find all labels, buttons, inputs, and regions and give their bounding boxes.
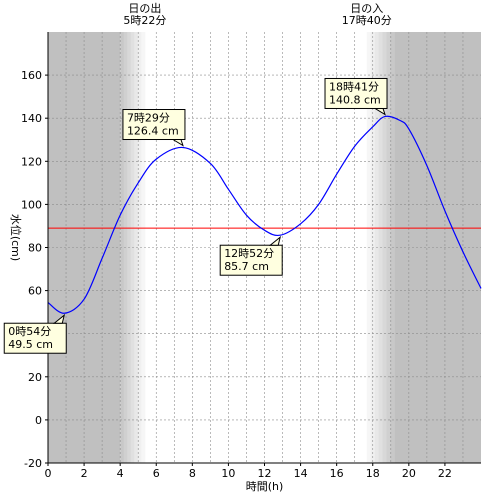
y-axis-title: 水位(cm) — [9, 214, 23, 261]
y-tick-label: 100 — [21, 198, 42, 211]
x-axis-title: 時間(h) — [246, 480, 284, 493]
x-tick-label: 20 — [402, 467, 416, 480]
callout-pointer — [171, 139, 184, 147]
sun-event-time: 5時22分 — [123, 14, 166, 27]
x-tick-label: 8 — [189, 467, 196, 480]
callout-pointer — [268, 235, 282, 246]
callout-value: 126.4 cm — [127, 125, 179, 138]
callout-box — [122, 109, 186, 141]
x-tick-label: 10 — [221, 467, 235, 480]
callout-pointer — [373, 107, 386, 116]
x-tick-label: 0 — [45, 467, 52, 480]
callout-value: 49.5 cm — [8, 338, 53, 351]
x-tick-label: 12 — [258, 467, 272, 480]
tick-labels: 0246810121416182022-20020406080100120140… — [21, 69, 452, 480]
y-tick-label: 0 — [35, 414, 42, 427]
y-tick-label: 160 — [21, 69, 42, 82]
x-tick-label: 22 — [438, 467, 452, 480]
callout-value: 140.8 cm — [329, 93, 381, 106]
twilight-band-morning — [137, 32, 142, 463]
tide-curve — [47, 115, 482, 314]
callout-box — [324, 77, 388, 109]
callout-time: 12時52分 — [224, 247, 274, 260]
y-tick-label: 20 — [28, 371, 42, 384]
sun-event-time: 17時40分 — [342, 14, 392, 27]
callout-box — [3, 322, 67, 354]
y-tick-label: 140 — [21, 112, 42, 125]
y-tick-label: -20 — [24, 457, 42, 470]
x-tick-label: 18 — [366, 467, 380, 480]
sun-event-label: 日の入 — [350, 2, 383, 15]
y-tick-label: 60 — [28, 285, 42, 298]
x-tick-label: 2 — [81, 467, 88, 480]
callout-value: 85.7 cm — [224, 260, 269, 273]
twilight-band-morning — [120, 32, 125, 463]
callout-time: 7時29分 — [127, 112, 170, 125]
twilight-band-morning — [141, 32, 146, 463]
x-tick-label: 16 — [330, 467, 344, 480]
x-tick-label: 14 — [294, 467, 308, 480]
x-tick-label: 6 — [153, 467, 160, 480]
y-tick-label: 120 — [21, 155, 42, 168]
callout-pointer — [52, 313, 66, 324]
callout-time: 18時41分 — [329, 80, 379, 93]
y-tick-label: 80 — [28, 242, 42, 255]
callout-time: 0時54分 — [8, 325, 51, 338]
sun-event-label: 日の出 — [128, 1, 161, 15]
tide-series — [47, 115, 482, 314]
callout-box — [219, 244, 283, 276]
x-tick-label: 4 — [117, 467, 124, 480]
